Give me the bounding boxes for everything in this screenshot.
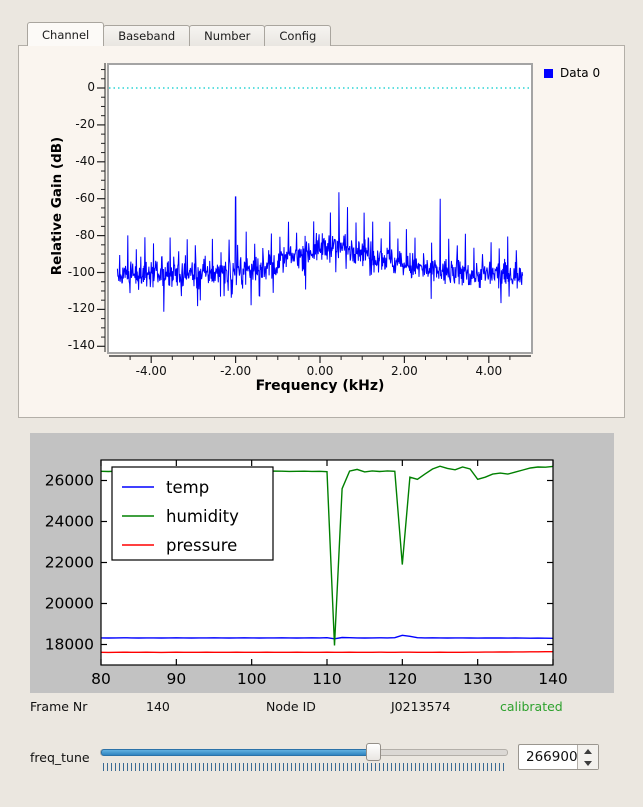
y-tick-label: -60 [75, 190, 95, 205]
frame-nr-value: 140 [146, 699, 170, 714]
x-tick-label: 0.00 [306, 364, 334, 378]
freq-tune-label: freq_tune [30, 750, 90, 765]
env-x-tick-label: 80 [91, 670, 111, 688]
env-x-tick-label: 140 [538, 670, 568, 688]
node-id-label: Node ID [266, 699, 316, 714]
tab-channel-label: Channel [42, 28, 90, 42]
tab-config-label: Config [279, 29, 317, 43]
freq-tune-slider-fill [101, 749, 374, 756]
calibrated-status: calibrated [500, 699, 563, 714]
freq-tune-spinbox [518, 744, 599, 770]
env-x-tick-label: 130 [463, 670, 493, 688]
env-x-tick-label: 110 [312, 670, 342, 688]
env-y-tick-label: 26000 [45, 472, 94, 490]
tab-bar: Channel Baseband Number Config [27, 22, 332, 46]
env-x-tick-label: 120 [388, 670, 418, 688]
frame-nr-label: Frame Nr [30, 699, 88, 714]
env-y-tick-label: 18000 [45, 636, 94, 654]
env-legend-label: pressure [166, 536, 237, 555]
pressure-line [100, 650, 553, 654]
x-tick-label: -4.00 [135, 364, 167, 378]
y-tick-label: -20 [75, 116, 95, 131]
tab-channel[interactable]: Channel [27, 22, 105, 46]
spin-down-icon[interactable] [578, 757, 598, 769]
env-legend-label: temp [166, 478, 209, 497]
tab-number-label: Number [204, 29, 251, 43]
y-tick-label: -120 [67, 301, 95, 316]
y-tick-label: -80 [75, 227, 95, 242]
freq-plot-x-axis-title: Frequency (kHz) [255, 378, 385, 394]
data0-legend-swatch [544, 68, 553, 78]
env-y-tick-label: 22000 [45, 554, 94, 572]
tab-config[interactable]: Config [264, 25, 332, 46]
y-tick-label: -100 [67, 264, 95, 279]
node-id-value: J0213574 [391, 699, 451, 714]
data0-legend-label: Data 0 [560, 66, 601, 80]
env-x-tick-label: 100 [237, 670, 267, 688]
freq-plot-canvas [107, 63, 533, 354]
y-tick-label: 0 [87, 80, 95, 94]
freq-plot-y-axis-title: Relative Gain (dB) [49, 136, 65, 276]
y-tick-label: -140 [67, 338, 95, 353]
channel-tab-panel: Relative Gain (dB) 0 -20 -40 -60 -80 -100 -120… [18, 45, 625, 418]
x-tick-label: 2.00 [391, 364, 418, 378]
freq-tune-spinbox-input[interactable] [519, 745, 584, 769]
freq-plot-legend: Data 0 [544, 66, 600, 80]
env-figure: 80 90 100 110 120 130 140 18000 20000 22000 24000 2… [30, 433, 614, 697]
spectrum-trace [116, 192, 524, 312]
tab-number[interactable]: Number [189, 25, 266, 46]
freq-tune-slider-handle[interactable] [366, 743, 381, 761]
env-x-tick-label: 90 [166, 670, 186, 688]
x-tick-label: -2.00 [220, 364, 252, 378]
tab-baseband-label: Baseband [118, 29, 176, 43]
env-y-tick-label: 20000 [45, 595, 94, 613]
env-y-tick-label: 24000 [45, 513, 94, 531]
freq-tune-slider[interactable] [100, 749, 508, 756]
freq-tune-spinner [577, 745, 598, 769]
env-legend-label: humidity [166, 507, 239, 526]
y-tick-label: -40 [75, 153, 95, 168]
temp-line [100, 634, 554, 640]
freq-tune-slider-ticks [103, 763, 507, 771]
env-plot: 80 90 100 110 120 130 140 18000 20000 22000 24000 2… [30, 433, 614, 693]
spectrum-plot [109, 87, 531, 312]
tab-baseband[interactable]: Baseband [103, 25, 191, 46]
x-tick-label: 4.00 [475, 364, 503, 378]
spin-up-icon[interactable] [578, 745, 598, 757]
